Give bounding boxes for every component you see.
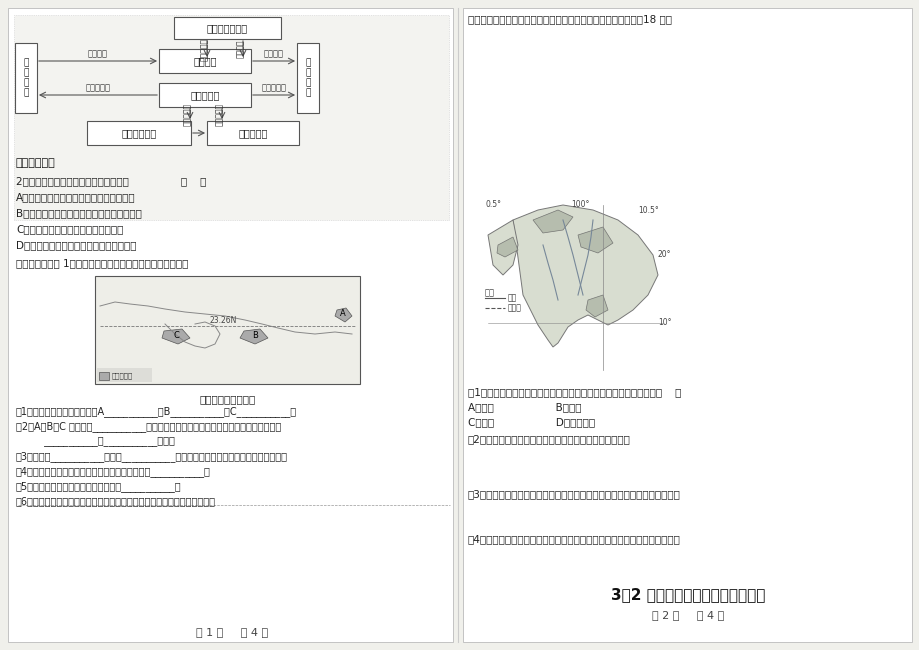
Text: B: B [252,332,257,341]
Text: （6）除图中所示地区，世界上还有哪些国家和地区也有水稻种植业的分布？: （6）除图中所示地区，世界上还有哪些国家和地区也有水稻种植业的分布？ [16,496,216,506]
Text: 【迁移应用】: 【迁移应用】 [16,158,56,168]
Text: （1）写出水稻分布区的名称：A___________、B___________、C___________。: （1）写出水稻分布区的名称：A___________、B___________、… [16,406,297,417]
FancyBboxPatch shape [87,121,191,145]
Polygon shape [487,220,517,275]
Text: 经济水平低: 经济水平低 [214,103,223,125]
Text: 科技水平低: 科技水平低 [238,128,267,138]
Text: 小
农
经
营: 小 农 经 营 [305,58,311,98]
Text: 田地规模小: 田地规模小 [261,83,286,92]
Text: 2．季风水田农业需要改进的主要问题是                （    ）: 2．季风水田农业需要改进的主要问题是 （ ） [16,176,206,186]
Text: B．现代化生产技术水平低，劳动生产率不高: B．现代化生产技术水平低，劳动生产率不高 [16,208,142,218]
Polygon shape [585,295,607,317]
Text: 20°: 20° [657,250,671,259]
Text: C．稻米                   D．天然橡胶: C．稻米 D．天然橡胶 [468,417,595,427]
Polygon shape [240,329,267,344]
Text: 水稻的主要分布区图: 水稻的主要分布区图 [199,394,255,404]
FancyBboxPatch shape [462,8,911,642]
Text: 田地规模小: 田地规模小 [182,103,191,125]
Text: C: C [173,332,178,341]
FancyBboxPatch shape [159,83,251,107]
Text: 单位面积产量高: 单位面积产量高 [207,23,248,33]
Text: C．人均耕地少，水热条件利用不充分: C．人均耕地少，水热条件利用不充分 [16,224,123,234]
Text: （5）亚洲水稻种植业今后的发展方向是___________。: （5）亚洲水稻种植业今后的发展方向是___________。 [16,481,181,492]
Text: 3．2 以种植业为主的农业地域类型: 3．2 以种植业为主的农业地域类型 [610,588,765,603]
Text: 人均耕地少: 人均耕地少 [190,90,220,100]
FancyBboxPatch shape [174,17,280,39]
Text: 总产量不大: 总产量不大 [85,83,110,92]
Text: 商
品
率
低: 商 品 率 低 [23,58,28,98]
Text: 【拓展提高】、下图是世界某地区图，读图，回答下列问题。（18 分）: 【拓展提高】、下图是世界某地区图，读图，回答下列问题。（18 分） [468,14,671,24]
Text: （1）图中阴影部分表示该地区某种农产品的主要产区，该农产品为（    ）: （1）图中阴影部分表示该地区某种农产品的主要产区，该农产品为（ ） [468,387,681,397]
Text: （3）图示地区在发展农业生产中主要存在着哪些问题？其解决措施是什么？: （3）图示地区在发展农业生产中主要存在着哪些问题？其解决措施是什么？ [468,489,680,499]
Text: 第 2 页     共 4 页: 第 2 页 共 4 页 [652,610,723,620]
FancyBboxPatch shape [297,43,319,113]
Text: （4）亚洲水稻生产单产量高但商品率低的原因是：___________。: （4）亚洲水稻生产单产量高但商品率低的原因是：___________。 [16,466,210,477]
Text: 图例: 图例 [484,288,494,297]
Text: 精耕细作: 精耕细作 [235,40,244,58]
Text: （3）本地区___________稠密、___________丰富，为发展水稻种植业提供了有利条件。: （3）本地区___________稠密、___________丰富，为发展水稻种… [16,451,288,462]
FancyBboxPatch shape [15,43,37,113]
Polygon shape [335,308,352,322]
Text: （4）有农业专家预言，亚洲水稻种植业将出现危机，请你谈谈自己的看法。: （4）有农业专家预言，亚洲水稻种植业将出现危机，请你谈谈自己的看法。 [468,534,680,544]
FancyBboxPatch shape [159,49,251,73]
Text: 10°: 10° [657,318,671,327]
Text: ___________和___________地区。: ___________和___________地区。 [16,436,175,446]
Text: （2）A、B、C 三地均为___________气候区，资源丰富。从地形上看，水稻田多分布在题: （2）A、B、C 三地均为___________气候区，资源丰富。从地形上看，水… [16,421,281,432]
FancyBboxPatch shape [207,121,299,145]
Text: 国界线: 国界线 [507,304,521,313]
Text: A．传统经验，精耕细作，单位面积产量高: A．传统经验，精耕细作，单位面积产量高 [16,192,135,202]
Text: 家庭经营: 家庭经营 [264,49,284,58]
FancyBboxPatch shape [95,276,359,384]
Text: 0.5°: 0.5° [485,200,502,209]
Text: A．茶叶                   B．玉米: A．茶叶 B．玉米 [468,402,581,412]
Text: 100°: 100° [571,200,589,209]
Polygon shape [577,227,612,253]
Text: 23.26N: 23.26N [210,316,237,325]
Text: 第 1 页     共 4 页: 第 1 页 共 4 页 [196,627,267,637]
FancyBboxPatch shape [96,368,152,382]
Polygon shape [162,329,190,344]
Text: 劳动力丰富: 劳动力丰富 [199,38,209,60]
Text: 河流: 河流 [507,294,516,302]
Polygon shape [513,205,657,347]
Text: 人口稠密: 人口稠密 [193,56,217,66]
Text: 机械化水平低: 机械化水平低 [121,128,156,138]
Polygon shape [532,210,573,233]
FancyBboxPatch shape [482,200,708,375]
Text: 【典例精析】例 1：读水稻的主要分布区图，回答下列问题：: 【典例精析】例 1：读水稻的主要分布区图，回答下列问题： [16,258,188,268]
Text: （2）简述该区有利于上述农作物生长的有利的气候条件？: （2）简述该区有利于上述农作物生长的有利的气候条件？ [468,434,630,444]
Text: D．企业化种植规模大，农业生产商品率高: D．企业化种植规模大，农业生产商品率高 [16,240,136,250]
FancyBboxPatch shape [14,15,448,220]
Text: 消费量大: 消费量大 [88,49,108,58]
Text: 10.5°: 10.5° [637,206,658,215]
FancyBboxPatch shape [99,372,108,380]
Polygon shape [496,237,517,257]
Text: 水稻分布区: 水稻分布区 [112,372,133,380]
FancyBboxPatch shape [8,8,452,642]
Text: A: A [340,309,346,318]
